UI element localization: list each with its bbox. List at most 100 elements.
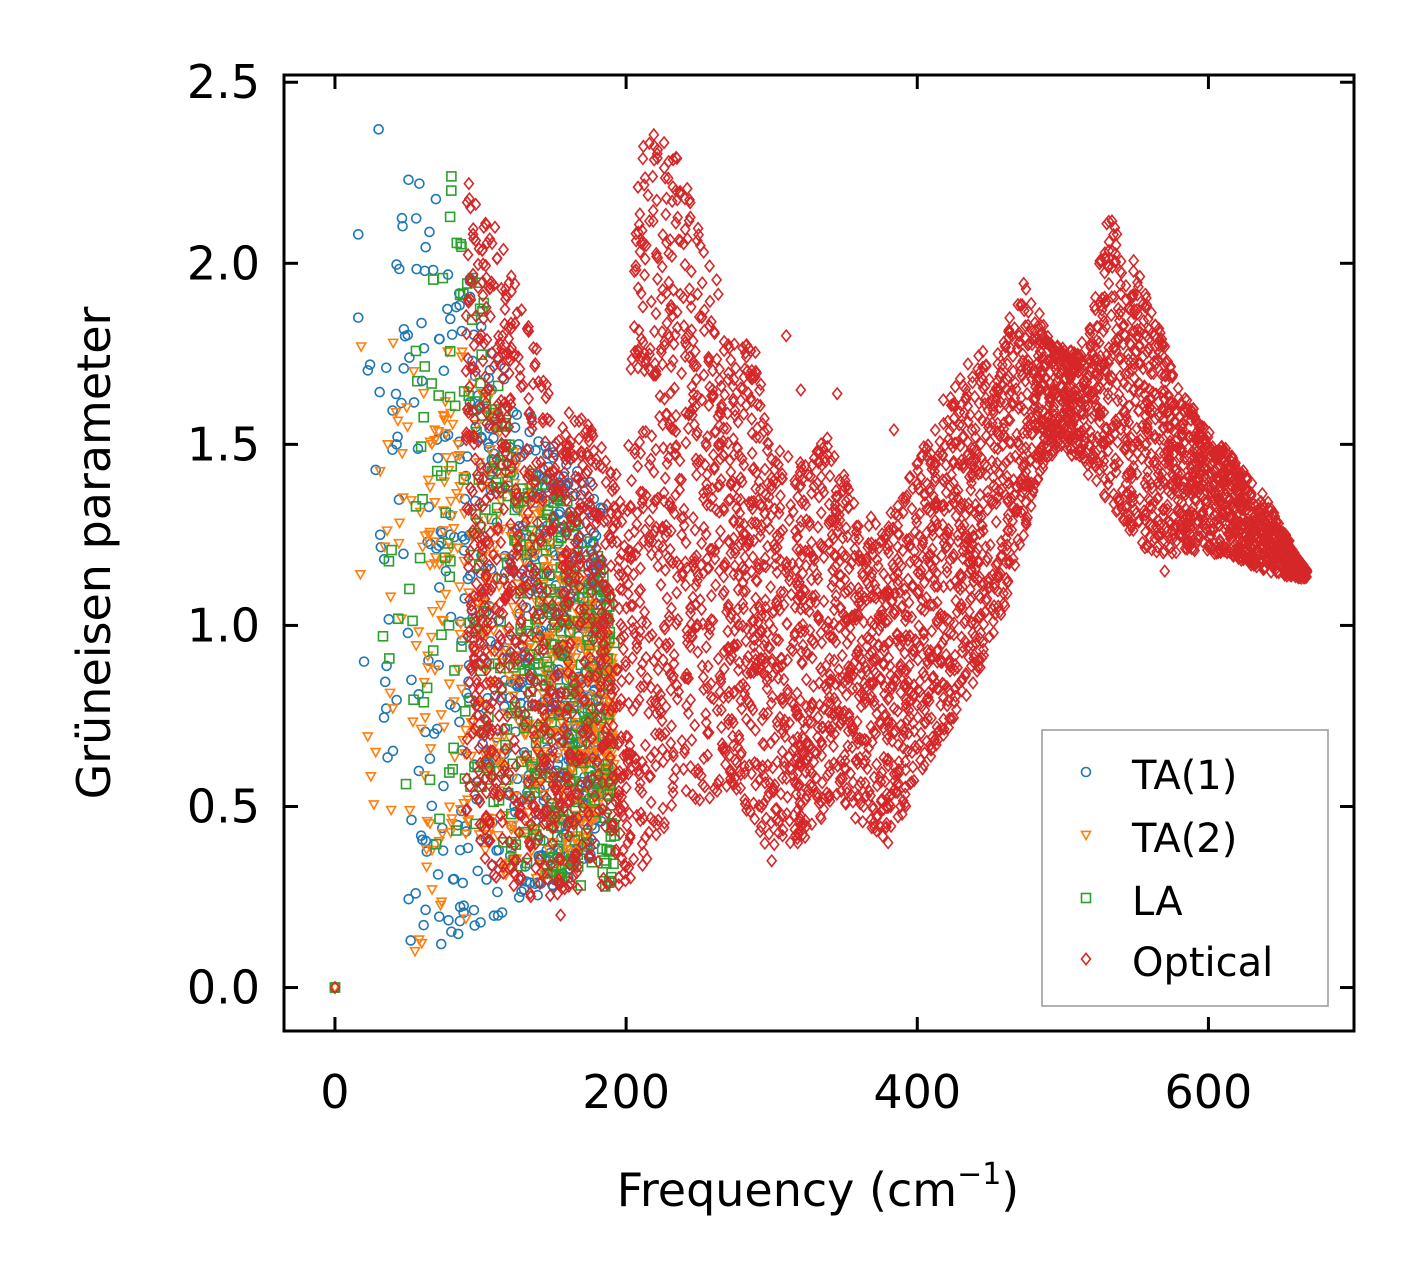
data-point: [428, 425, 441, 436]
data-point: [650, 758, 662, 773]
data-point: [457, 877, 469, 889]
data-point: [434, 813, 445, 825]
data-point: [551, 753, 563, 764]
data-point: [694, 238, 706, 253]
data-point: [759, 651, 771, 666]
data-point: [455, 238, 466, 250]
data-point: [543, 596, 555, 608]
data-point: [548, 820, 560, 835]
data-point: [475, 917, 486, 928]
data-point: [458, 907, 469, 918]
data-point: [1021, 386, 1033, 401]
data-point: [505, 677, 518, 688]
data-point: [361, 732, 374, 743]
data-point: [434, 600, 447, 612]
data-point: [759, 593, 771, 608]
data-point: [529, 609, 541, 624]
data-point: [439, 431, 451, 442]
data-point: [484, 232, 496, 246]
data-point: [1006, 523, 1018, 537]
data-point: [763, 827, 775, 841]
data-point: [499, 302, 511, 317]
data-point: [489, 220, 501, 235]
data-point: [542, 446, 554, 461]
data-point: [713, 505, 725, 520]
data-point: [468, 360, 480, 375]
data-point: [410, 345, 422, 357]
data-point: [433, 836, 446, 848]
data-point: [702, 659, 714, 674]
data-point: [450, 301, 462, 313]
data-point: [415, 441, 427, 452]
data-point: [536, 674, 548, 686]
data-point: [680, 578, 692, 592]
data-point: [424, 226, 435, 238]
data-point: [415, 938, 428, 950]
data-point: [537, 411, 549, 426]
data-point: [457, 735, 469, 747]
data-point: [434, 900, 447, 912]
data-point: [446, 185, 457, 196]
data-point: [369, 747, 382, 759]
data-point: [569, 414, 581, 429]
data-point: [1097, 309, 1109, 323]
data-point: [468, 625, 480, 640]
data-point: [588, 551, 600, 566]
data-point: [712, 287, 724, 302]
data-point: [976, 413, 988, 428]
data-point: [886, 734, 898, 748]
data-point: [383, 614, 395, 625]
data-point: [437, 272, 449, 284]
data-point: [503, 820, 516, 832]
data-point: [418, 919, 429, 931]
data-point: [491, 552, 503, 567]
data-point: [432, 452, 444, 464]
data-point: [727, 738, 739, 753]
data-point: [552, 712, 564, 723]
data-point: [450, 825, 462, 836]
data-point: [469, 694, 481, 709]
data-point: [527, 605, 539, 619]
data-point: [750, 591, 762, 606]
data-point: [519, 446, 531, 461]
data-point: [915, 601, 927, 616]
data-point: [773, 633, 785, 648]
data-point: [723, 493, 735, 508]
data-point: [456, 805, 467, 817]
data-point: [403, 174, 414, 186]
data-point: [454, 844, 466, 856]
data-point: [635, 446, 647, 461]
data-point: [562, 769, 574, 784]
data-point: [483, 558, 495, 573]
data-point: [442, 538, 454, 549]
data-point: [583, 849, 595, 864]
data-point: [420, 862, 433, 874]
data-point: [430, 193, 442, 205]
data-point: [460, 914, 472, 925]
data-point: [628, 319, 640, 334]
data-point: [682, 421, 694, 436]
data-point: [444, 391, 456, 403]
data-point: [569, 487, 581, 502]
data-point: [518, 556, 530, 567]
data-point: [424, 744, 437, 755]
data-point: [426, 606, 439, 618]
data-point: [773, 813, 786, 828]
data-point: [625, 870, 637, 885]
data-point: [806, 650, 818, 665]
data-point: [690, 372, 702, 387]
data-point: [671, 585, 683, 600]
data-point: [600, 475, 612, 490]
data-point: [415, 724, 428, 736]
data-point: [776, 467, 788, 481]
data-point: [418, 342, 430, 354]
data-point: [468, 904, 480, 916]
data-point: [504, 466, 516, 478]
data-point: [386, 544, 397, 556]
data-point: [750, 465, 762, 480]
data-point: [503, 366, 515, 381]
data-point: [509, 452, 521, 467]
data-point: [410, 641, 422, 652]
data-point: [718, 661, 730, 676]
data-point: [906, 501, 918, 516]
